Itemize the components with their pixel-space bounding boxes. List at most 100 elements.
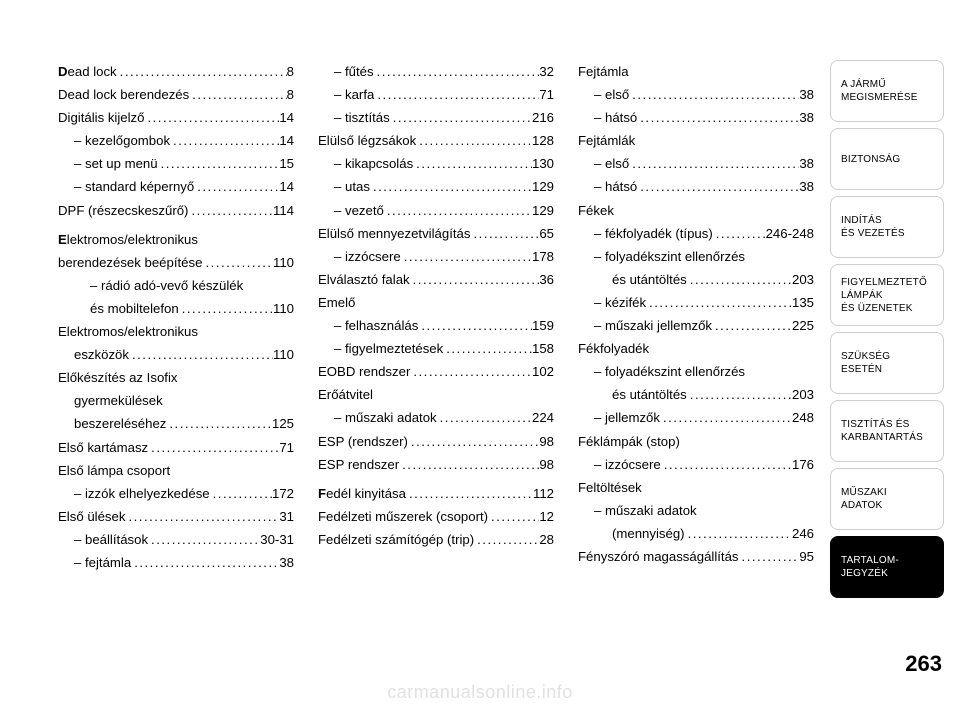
index-entry: – fűtés.................................…: [318, 60, 554, 83]
index-entry: – folyadékszint ellenőrzés: [578, 245, 814, 268]
index-label: Feltöltések: [578, 476, 642, 499]
index-page-ref: 32: [539, 60, 554, 83]
section-tab[interactable]: TISZTÍTÁS ÉSKARBANTARTÁS: [830, 400, 944, 462]
index-label: – figyelmeztetések: [334, 337, 443, 360]
leader-dots: ........................................…: [685, 522, 792, 545]
section-tab[interactable]: BIZTONSÁG: [830, 128, 944, 190]
index-entry: gyermekülések: [58, 389, 294, 412]
index-label: – standard képernyő: [74, 175, 194, 198]
index-entry: – kezelőgombok..........................…: [58, 129, 294, 152]
index-page-ref: 8: [287, 83, 294, 106]
index-label: – műszaki adatok: [594, 499, 697, 522]
index-label: Első ülések: [58, 505, 125, 528]
leader-dots: ........................................…: [390, 106, 532, 129]
index-entry: Digitális kijelző.......................…: [58, 106, 294, 129]
index-page-ref: 246-248: [766, 222, 814, 245]
index-entry: Dead lock...............................…: [58, 60, 294, 83]
index-label: Első kartámasz: [58, 436, 148, 459]
leader-dots: ........................................…: [637, 106, 799, 129]
index-entry: – folyadékszint ellenőrzés: [578, 360, 814, 383]
leader-dots: ........................................…: [488, 505, 539, 528]
index-label: – első: [594, 83, 629, 106]
index-label: – hátsó: [594, 175, 637, 198]
index-label: Fejtámlák: [578, 129, 635, 152]
index-entry: Fedél kinyitása.........................…: [318, 482, 554, 505]
index-page-ref: 38: [799, 175, 814, 198]
index-label: – műszaki jellemzők: [594, 314, 712, 337]
section-tab-line: BIZTONSÁG: [841, 153, 943, 166]
index-label: Fedél kinyitása: [318, 482, 406, 505]
index-page-ref: 216: [532, 106, 554, 129]
index-page-ref: 125: [272, 412, 294, 435]
leader-dots: ........................................…: [413, 152, 532, 175]
index-entry: Fékek: [578, 199, 814, 222]
leader-dots: ........................................…: [713, 222, 766, 245]
index-page-ref: 158: [532, 337, 554, 360]
index-label: – kikapcsolás: [334, 152, 413, 175]
index-entry: Első ülések.............................…: [58, 505, 294, 528]
index-entry: és utántöltés...........................…: [578, 268, 814, 291]
leader-dots: ........................................…: [399, 453, 539, 476]
index-entry: – műszaki adatok: [578, 499, 814, 522]
index-page-ref: 172: [272, 482, 294, 505]
leader-dots: ........................................…: [406, 482, 533, 505]
index-page-ref: 128: [532, 129, 554, 152]
index-page-ref: 248: [792, 406, 814, 429]
index-page-ref: 225: [792, 314, 814, 337]
index-label: Féklámpák (stop): [578, 430, 680, 453]
index-page-ref: 135: [792, 291, 814, 314]
leader-dots: ........................................…: [179, 297, 273, 320]
index-entry: Emelő: [318, 291, 554, 314]
index-entry: – fejtámla..............................…: [58, 551, 294, 574]
index-entry: – felhasználás..........................…: [318, 314, 554, 337]
index-entry: Elválasztó falak........................…: [318, 268, 554, 291]
index-entry: – műszaki jellemzők.....................…: [578, 314, 814, 337]
section-tab[interactable]: FIGYELMEZTETŐLÁMPÁKÉS ÜZENETEK: [830, 264, 944, 326]
manual-index-page: Dead lock...............................…: [0, 0, 960, 709]
index-label: – karfa: [334, 83, 374, 106]
section-tab[interactable]: SZÜKSÉGESETÉN: [830, 332, 944, 394]
index-label: és utántöltés: [594, 268, 687, 291]
section-tab[interactable]: A JÁRMŰMEGISMERÉSE: [830, 60, 944, 122]
index-label: Elektromos/elektronikus: [58, 320, 198, 343]
leader-dots: ........................................…: [131, 551, 279, 574]
leader-dots: ........................................…: [158, 152, 280, 175]
index-entry: – hátsó.................................…: [578, 175, 814, 198]
section-tab[interactable]: INDÍTÁSÉS VEZETÉS: [830, 196, 944, 258]
index-page-ref: 65: [539, 222, 554, 245]
section-tab-line: INDÍTÁS: [841, 214, 943, 227]
index-label: Erőátvitel: [318, 383, 373, 406]
leader-dots: ........................................…: [129, 343, 273, 366]
index-entry: Első kartámasz..........................…: [58, 436, 294, 459]
leader-dots: ........................................…: [125, 505, 279, 528]
index-label: Előkészítés az Isofix: [58, 366, 177, 389]
index-page-ref: 31: [279, 505, 294, 528]
index-page-ref: 30-31: [260, 528, 294, 551]
index-label: Dead lock: [58, 60, 117, 83]
index-page-ref: 36: [539, 268, 554, 291]
section-tab[interactable]: MŰSZAKIADATOK: [830, 468, 944, 530]
index-entry: Fedélzeti számítógép (trip).............…: [318, 528, 554, 551]
index-label: – vezető: [334, 199, 384, 222]
index-page-ref: 38: [799, 83, 814, 106]
index-label: Emelő: [318, 291, 355, 314]
section-tab-line: JEGYZÉK: [841, 567, 943, 580]
index-page-ref: 14: [279, 129, 294, 152]
index-label: – műszaki adatok: [334, 406, 437, 429]
index-label: ESP (rendszer): [318, 430, 408, 453]
index-entry: berendezések beépítése..................…: [58, 251, 294, 274]
leader-dots: ........................................…: [410, 268, 540, 291]
index-page-ref: 112: [533, 482, 554, 505]
index-entry: (mennyiség).............................…: [578, 522, 814, 545]
index-columns: Dead lock...............................…: [58, 60, 814, 574]
index-label: eszközök: [58, 343, 129, 366]
section-tab[interactable]: TARTALOM-JEGYZÉK: [830, 536, 944, 598]
section-tab-line: MŰSZAKI: [841, 486, 943, 499]
index-label: – utas: [334, 175, 370, 198]
index-entry: – kikapcsolás...........................…: [318, 152, 554, 175]
index-entry: Dead lock berendezés....................…: [58, 83, 294, 106]
index-label: Fékfolyadék: [578, 337, 649, 360]
index-label: – rádió adó-vevő készülék: [90, 274, 243, 297]
index-entry: – beállítások...........................…: [58, 528, 294, 551]
index-page-ref: 129: [532, 175, 554, 198]
